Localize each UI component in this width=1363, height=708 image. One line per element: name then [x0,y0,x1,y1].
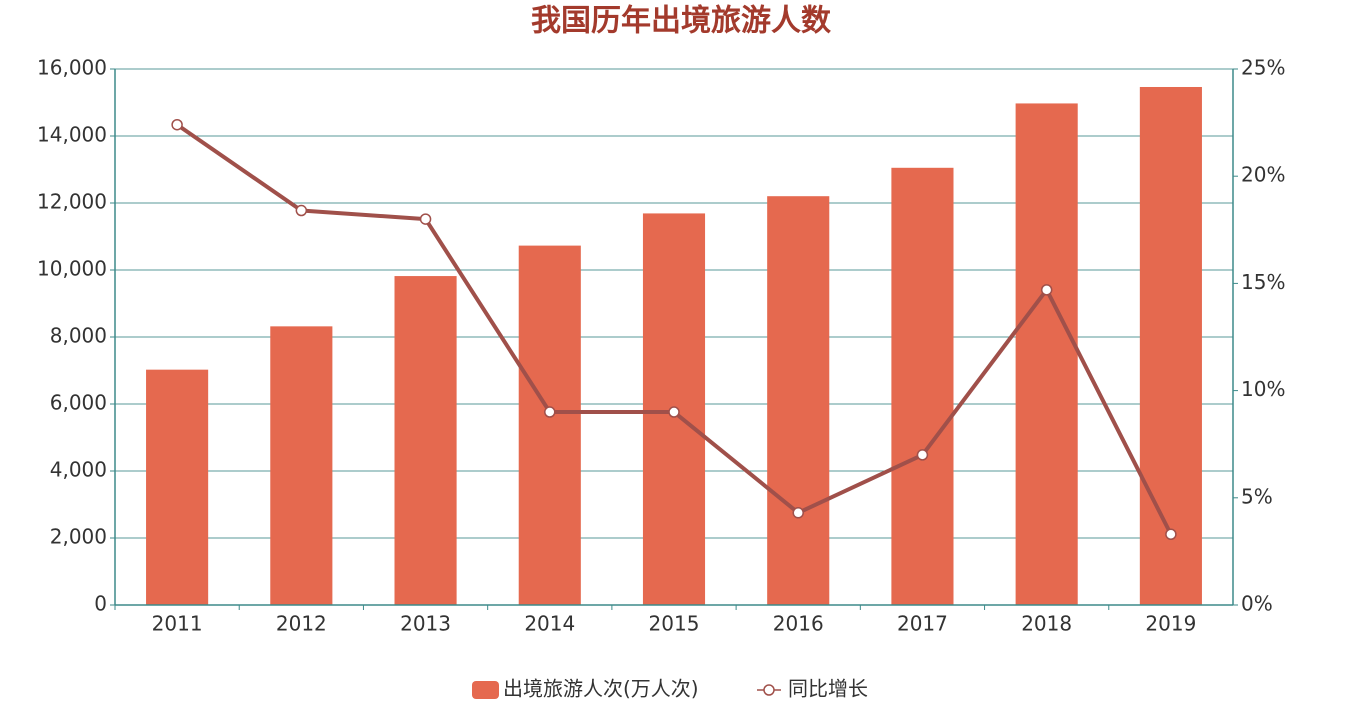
line-point [171,118,183,131]
legend-label[interactable]: 同比增长 [788,677,868,701]
x-tick-label: 2014 [524,612,575,636]
line-point [1165,528,1177,540]
x-tick-label: 2012 [276,612,327,636]
bar [891,167,954,605]
bar [394,276,457,605]
line-point [544,406,556,418]
line-point [419,213,432,225]
x-tick-label: 2017 [897,612,948,636]
bar [518,245,581,605]
line-point [916,449,929,461]
line-point [295,204,308,217]
y-tick-label: 8,000 [50,324,107,348]
bar [146,369,209,605]
x-tick-label: 2016 [773,612,824,636]
bar [1139,86,1202,605]
y2-tick-label: 25% [1241,56,1285,80]
bar [270,326,333,605]
chart-title: 我国历年出境旅游人数 [531,4,832,39]
legend-swatch[interactable] [763,684,775,696]
y2-tick-label: 10% [1241,377,1285,401]
y-tick-label: 4,000 [50,458,107,482]
line-point [1040,284,1053,296]
x-tick-label: 2015 [649,612,700,636]
line-point [792,507,804,519]
y-tick-label: 0 [94,592,107,616]
y-tick-label: 16,000 [37,56,107,80]
y2-tick-label: 0% [1241,592,1273,616]
y-tick-label: 10,000 [37,257,107,281]
line-point [668,406,680,418]
x-tick-label: 2011 [152,612,203,636]
x-tick-label: 2013 [400,612,451,636]
x-tick-label: 2019 [1145,612,1196,636]
y-tick-label: 6,000 [50,391,107,415]
x-tick-label: 2018 [1021,612,1072,636]
legend-label[interactable]: 出境旅游人次(万人次) [503,677,699,701]
y-tick-label: 14,000 [37,123,107,147]
bar [767,196,830,605]
bar [1015,103,1078,606]
y2-tick-label: 5% [1241,484,1273,508]
legend-swatch[interactable] [472,681,499,699]
y-tick-label: 2,000 [50,525,107,549]
y-tick-label: 12,000 [37,190,107,214]
y2-tick-label: 15% [1241,270,1285,294]
y2-tick-label: 20% [1241,163,1285,187]
